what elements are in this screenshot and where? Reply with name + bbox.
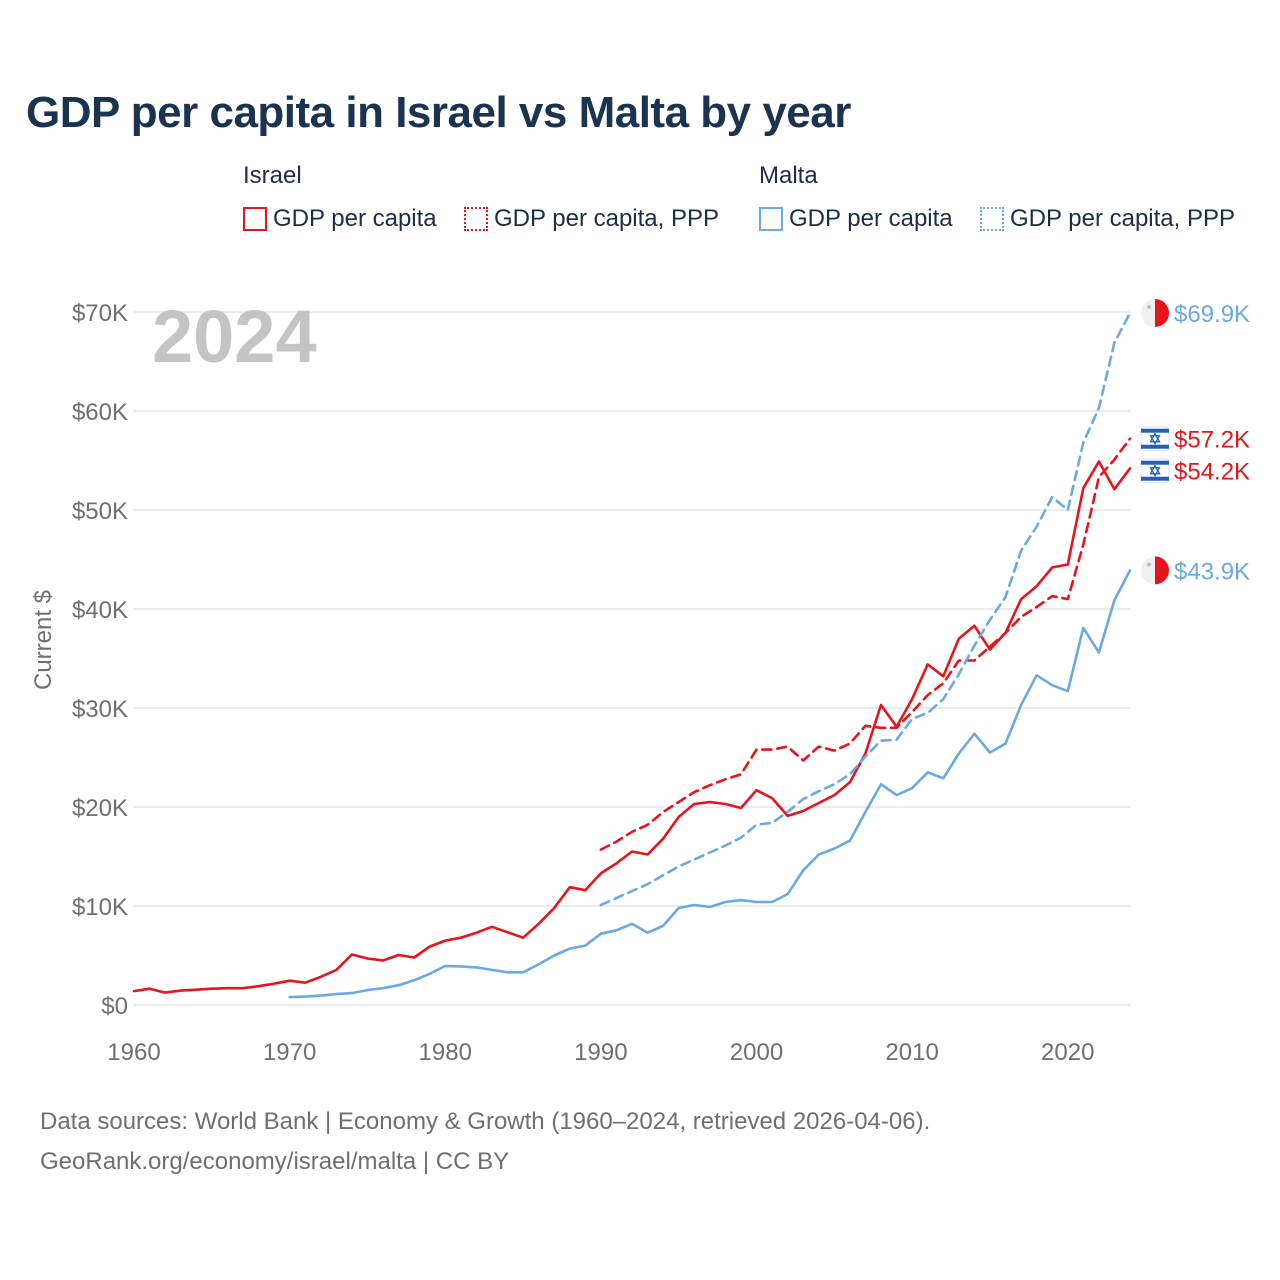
x-tick-label: 1980 (419, 1039, 472, 1066)
y-tick-label: $10K (72, 894, 128, 921)
malta-cross-icon (1147, 562, 1151, 567)
legend-item-israel-gdp[interactable]: GDP per capita (243, 204, 437, 234)
end-marker (1141, 298, 1169, 327)
y-axis-ticks: $0 $10K $20K $30K $40K $50K $60K $70K (72, 300, 128, 1020)
legend-swatch-dotted-red (464, 207, 488, 231)
x-tick-label: 2020 (1041, 1039, 1094, 1066)
star-of-david-icon (1149, 464, 1161, 475)
malta-flag-red-half (1155, 556, 1169, 585)
series-line-israel-gdp-per-capita (132, 460, 1132, 994)
israel-flag-stripe-top (1141, 460, 1169, 465)
end-value-label: $69.9K (1174, 301, 1250, 328)
legend-group-malta: Malta (759, 162, 818, 189)
x-tick-label: 2010 (885, 1039, 938, 1066)
israel-flag-stripe-bottom (1141, 476, 1169, 481)
gridlines (134, 311, 1130, 1006)
legend-item-israel-ppp[interactable]: GDP per capita, PPP (464, 204, 719, 234)
legend-swatch-dotted-blue (980, 207, 1004, 231)
end-labels: $69.9K $57.2K $54.2K $43.9K (1140, 298, 1250, 585)
x-tick-label: 2000 (730, 1039, 783, 1066)
x-tick-label: 1960 (107, 1039, 160, 1066)
legend-label: GDP per capita (789, 205, 953, 232)
y-tick-label: $70K (72, 300, 128, 327)
end-value-label: $57.2K (1174, 427, 1250, 454)
series-line-malta-gdp-per-capita-ppp (599, 311, 1132, 907)
end-marker (1140, 426, 1170, 452)
star-of-david-icon (1149, 467, 1161, 478)
x-axis-ticks: 1960 1970 1980 1990 2000 2010 2020 (107, 1039, 1094, 1066)
legend-item-malta-gdp[interactable]: GDP per capita (759, 204, 953, 234)
legend-group-israel: Israel (243, 162, 302, 189)
legend-label: GDP per capita, PPP (1010, 205, 1235, 232)
israel-flag-stripe-top (1141, 428, 1169, 433)
y-tick-label: $40K (72, 597, 128, 624)
end-marker (1141, 556, 1169, 585)
series-line-malta-gdp-per-capita (288, 569, 1132, 999)
series-line-israel-gdp-per-capita-ppp (599, 437, 1132, 851)
y-tick-label: $0 (101, 993, 128, 1020)
footer-sources: Data sources: World Bank | Economy & Gro… (40, 1108, 931, 1135)
x-tick-label: 1970 (263, 1039, 316, 1066)
legend-item-malta-ppp[interactable]: GDP per capita, PPP (980, 204, 1235, 234)
y-tick-label: $30K (72, 696, 128, 723)
y-tick-label: $20K (72, 795, 128, 822)
chart-title: GDP per capita in Israel vs Malta by yea… (26, 88, 851, 137)
legend-label: GDP per capita, PPP (494, 205, 719, 232)
israel-flag-stripe-bottom (1141, 444, 1169, 449)
end-value-label: $54.2K (1174, 459, 1250, 486)
footer-credit[interactable]: GeoRank.org/economy/israel/malta | CC BY (40, 1148, 510, 1175)
legend-swatch-solid-blue (759, 207, 783, 231)
star-of-david-icon (1149, 432, 1161, 443)
y-tick-label: $50K (72, 498, 128, 525)
end-value-label: $43.9K (1174, 558, 1250, 585)
x-tick-label: 1990 (574, 1039, 627, 1066)
star-of-david-icon (1149, 435, 1161, 446)
year-watermark: 2024 (152, 295, 317, 378)
y-tick-label: $60K (72, 399, 128, 426)
malta-cross-icon (1147, 304, 1151, 309)
series-lines (132, 311, 1132, 999)
line-chart: 2024 Current $ $0 $10K $20K $30K $40K $50K $60… (30, 295, 1250, 1066)
y-axis-label: Current $ (30, 590, 57, 690)
legend-swatch-solid-red (243, 207, 267, 231)
legend-label: GDP per capita (273, 205, 437, 232)
malta-flag-red-half (1155, 298, 1169, 327)
end-marker (1140, 458, 1170, 484)
